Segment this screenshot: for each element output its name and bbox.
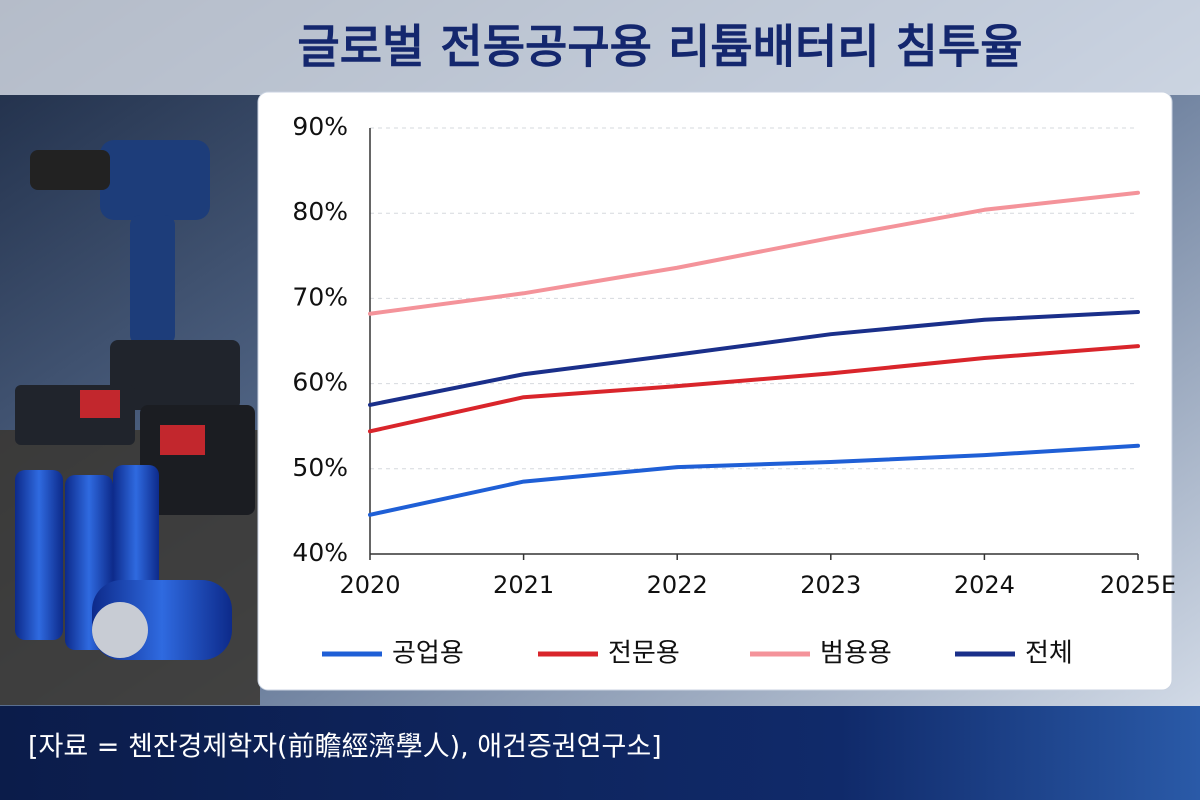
series-line [368, 310, 1140, 407]
y-tick-label: 40% [292, 538, 348, 567]
legend-label: 전문용 [608, 639, 680, 669]
legend-label: 공업용 [392, 639, 464, 669]
series-line [368, 443, 1140, 517]
y-tick-label: 90% [292, 112, 348, 141]
chart-title: 글로벌 전동공구용 리튬배터리 침투율 [297, 20, 1022, 74]
y-tick-label: 80% [292, 197, 348, 226]
series-line [368, 190, 1140, 316]
x-tick-label: 2023 [800, 571, 861, 599]
decoration [0, 140, 260, 705]
x-tick-label: 2024 [954, 571, 1015, 599]
x-tick-label: 2025E [1100, 571, 1176, 599]
y-tick-label: 50% [292, 453, 348, 482]
title-band [0, 0, 1200, 95]
x-tick-label: 2022 [647, 571, 708, 599]
source-note: [자료 = 첸잔경제학자(前瞻經濟學人), 애건증권연구소] [28, 732, 662, 763]
x-tick-label: 2020 [339, 571, 400, 599]
footer-band [0, 706, 1200, 800]
series-line [368, 344, 1140, 434]
legend-label: 전체 [1025, 639, 1073, 669]
x-tick-label: 2021 [493, 571, 554, 599]
legend-label: 범용용 [820, 639, 892, 669]
plot-panel [257, 91, 1173, 691]
y-tick-label: 70% [292, 282, 348, 311]
y-tick-label: 60% [292, 368, 348, 397]
